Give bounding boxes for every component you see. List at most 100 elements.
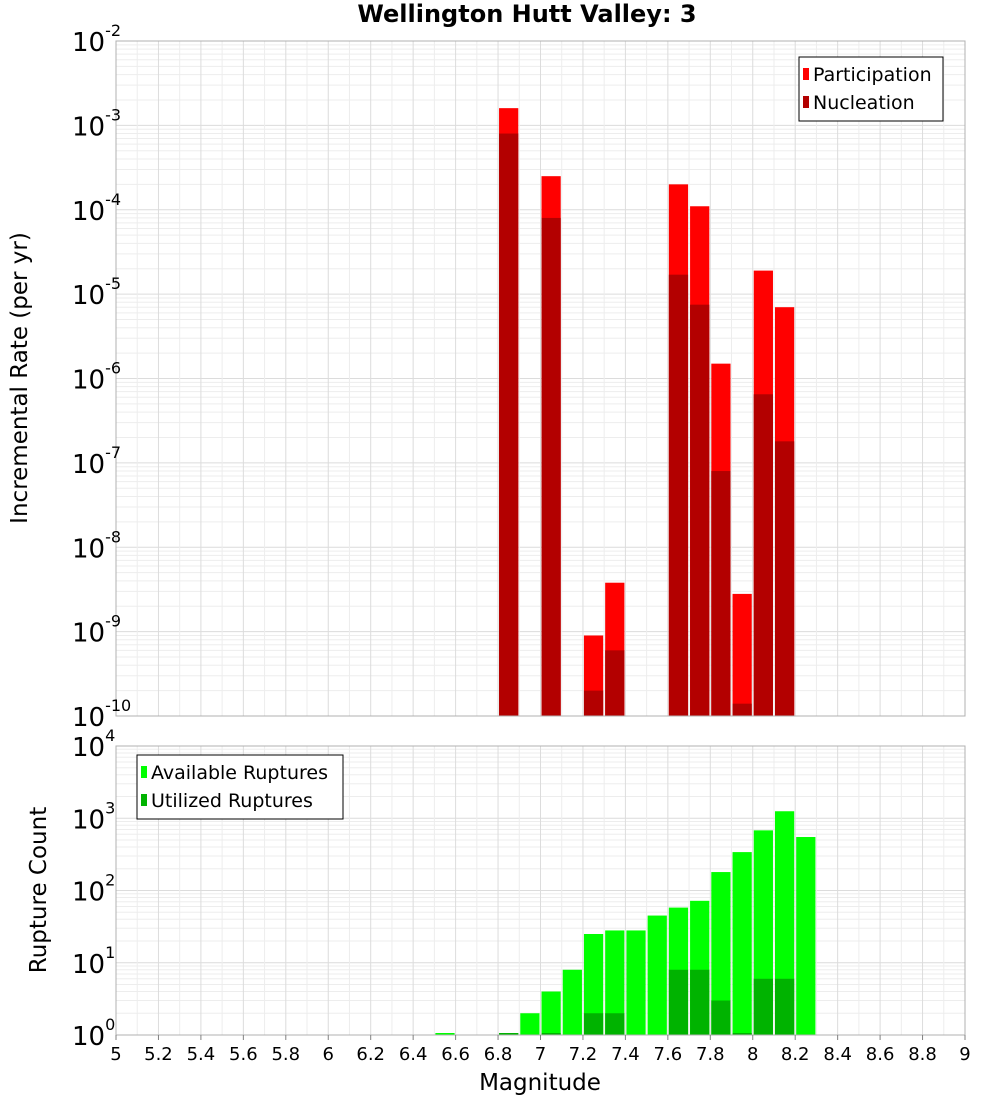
x-tick-label: 5 (110, 1044, 121, 1065)
utilized-ruptures-bar (774, 978, 795, 1035)
x-tick-label: 7.6 (654, 1044, 683, 1065)
utilized-ruptures-legend-swatch (141, 794, 147, 806)
nucleation-bar (605, 650, 625, 716)
x-tick-label: 8.6 (866, 1044, 895, 1065)
count-bars (435, 811, 816, 1035)
rate-plot-frame (115, 40, 966, 717)
rate-gridlines (115, 41, 966, 717)
available-ruptures-bar (711, 872, 731, 1035)
x-tick-label: 8.2 (781, 1044, 810, 1065)
x-tick-label: 6.2 (356, 1044, 385, 1065)
utilized-ruptures-bar (753, 978, 773, 1035)
top-y-tick-exponent: -8 (105, 527, 121, 546)
top-y-tick-exponent: -4 (105, 190, 121, 209)
participation-bar (732, 593, 752, 716)
nucleation-bar (732, 703, 752, 716)
top-y-tick-label: 10-4 (72, 190, 121, 227)
available-ruptures-bar (626, 930, 646, 1035)
x-tick-label: 5.8 (271, 1044, 300, 1065)
top-y-tick-label: 10-10 (72, 696, 131, 733)
x-tick-label: 5.6 (229, 1044, 258, 1065)
available-ruptures-bar (583, 933, 604, 1035)
count-legend: Available Ruptures Utilized Ruptures (136, 754, 344, 820)
available-ruptures-bar (647, 915, 667, 1035)
bottom-y-tick-exponent: 2 (105, 871, 115, 890)
bottom-y-tick-exponent: 4 (105, 726, 115, 745)
top-y-tick-exponent: -2 (105, 21, 121, 40)
top-y-tick-base: 10 (72, 281, 105, 311)
top-y-tick-label: 10-6 (72, 359, 121, 396)
available-ruptures-legend-label: Available Ruptures (151, 762, 328, 784)
nucleation-bar (774, 441, 795, 716)
available-ruptures-bar (520, 1013, 540, 1035)
top-y-tick-base: 10 (72, 366, 105, 396)
x-tick-label: 6.6 (441, 1044, 470, 1065)
x-tick-label: 6.8 (484, 1044, 513, 1065)
rate-y-axis-label: Incremental Rate (per yr) (7, 232, 33, 524)
top-y-tick-exponent: -9 (105, 612, 121, 631)
x-tick-label: 5.2 (144, 1044, 173, 1065)
bottom-y-tick-label: 102 (72, 871, 115, 908)
utilized-ruptures-bar (583, 1013, 604, 1035)
chart-title: Wellington Hutt Valley: 3 (357, 0, 696, 28)
x-tick-label: 7.2 (569, 1044, 598, 1065)
x-tick-label: 6.4 (399, 1044, 428, 1065)
participation-legend-swatch (803, 68, 809, 80)
top-y-tick-base: 10 (72, 197, 105, 227)
top-y-tick-label: 10-5 (72, 274, 121, 311)
nucleation-bar (499, 133, 519, 717)
utilized-ruptures-bar (690, 969, 710, 1035)
bottom-y-tick-exponent: 1 (105, 943, 115, 962)
utilized-ruptures-bar (668, 969, 689, 1035)
available-ruptures-bar (796, 837, 816, 1035)
top-y-tick-label: 10-8 (72, 527, 121, 564)
bottom-y-tick-base: 10 (72, 1022, 105, 1052)
bottom-y-tick-label: 104 (72, 726, 115, 763)
nucleation-legend-swatch (803, 96, 809, 108)
bottom-y-tick-base: 10 (72, 733, 105, 763)
top-y-tick-base: 10 (72, 28, 105, 58)
x-tick-label: 5.4 (187, 1044, 216, 1065)
utilized-ruptures-bar (711, 1000, 731, 1035)
x-tick-label: 7 (535, 1044, 546, 1065)
available-ruptures-bar (605, 930, 625, 1035)
bottom-legend-box (136, 754, 344, 820)
x-tick-label: 7.4 (611, 1044, 640, 1065)
top-y-tick-base: 10 (72, 450, 105, 480)
bottom-y-tick-base: 10 (72, 805, 105, 835)
magnitude-x-axis-label: Magnitude (479, 1070, 601, 1096)
nucleation-bar (541, 217, 561, 716)
nucleation-bar (753, 394, 773, 716)
x-tick-label: 8.4 (823, 1044, 852, 1065)
nucleation-bar (711, 471, 731, 716)
utilized-ruptures-bar (732, 1033, 752, 1035)
top-y-tick-label: 10-9 (72, 612, 121, 649)
count-gridlines (115, 746, 966, 1036)
bottom-y-tick-label: 100 (72, 1015, 115, 1052)
utilized-ruptures-legend-label: Utilized Ruptures (151, 790, 313, 812)
rate-legend: Participation Nucleation (798, 56, 944, 122)
bottom-y-tick-exponent: 0 (105, 1015, 115, 1034)
top-y-tick-exponent: -6 (105, 359, 121, 378)
rate-bars (499, 108, 795, 717)
top-y-tick-exponent: -5 (105, 274, 121, 293)
participation-legend-label: Participation (813, 64, 932, 86)
utilized-ruptures-bar (605, 1013, 625, 1035)
top-y-tick-base: 10 (72, 534, 105, 564)
bottom-y-tick-label: 103 (72, 798, 115, 835)
top-y-tick-base: 10 (72, 112, 105, 142)
top-y-tick-exponent: -10 (105, 696, 131, 715)
x-tick-label: 9 (959, 1044, 970, 1065)
bottom-y-tick-exponent: 3 (105, 798, 115, 817)
available-ruptures-bar (562, 969, 582, 1035)
top-y-tick-label: 10-7 (72, 443, 121, 480)
x-tick-label: 7.8 (696, 1044, 725, 1065)
x-tick-label: 6 (323, 1044, 334, 1065)
top-y-tick-exponent: -7 (105, 443, 121, 462)
count-y-axis-label: Rupture Count (26, 807, 52, 973)
